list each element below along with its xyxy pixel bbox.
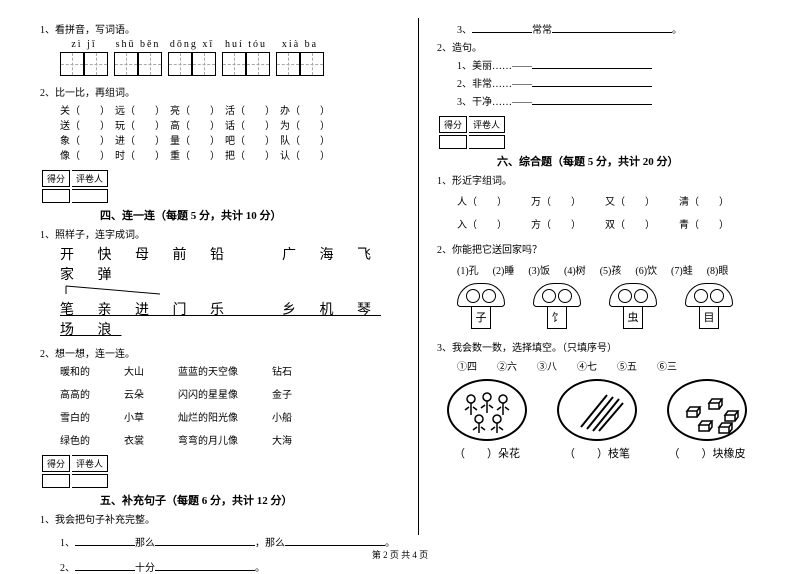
s6-q1: 1、形近字组词。 bbox=[437, 172, 760, 187]
r-l3: 1、美丽……—— bbox=[457, 57, 760, 72]
r-l5: 3、干净……—— bbox=[457, 93, 760, 108]
page-footer: 第 2 页 共 4 页 bbox=[0, 548, 800, 561]
plate-erasers bbox=[667, 379, 747, 441]
s5-line2: 2、十分。 bbox=[60, 559, 400, 574]
score-box-5: 得分评卷人 bbox=[40, 453, 400, 490]
s6-q3: 3、我会数一数，选择填空。（只填序号） bbox=[437, 339, 760, 354]
pinyin-row: zì jǐ shū běn dōng xī huí tóu xià ba bbox=[60, 39, 400, 76]
section-6-title: 六、综合题（每题 5 分，共计 20 分） bbox=[497, 153, 760, 169]
q2-title: 2、比一比，再组词。 bbox=[40, 84, 400, 99]
plate-flowers bbox=[447, 379, 527, 441]
s5-line1: 1、那么，那么。 bbox=[60, 534, 400, 549]
q1-title: 1、看拼音，写词语。 bbox=[40, 21, 400, 36]
s5-q1: 1、我会把句子补充完整。 bbox=[40, 511, 400, 526]
s4-q1: 1、照样子，连字成词。 bbox=[40, 226, 400, 241]
worksheet-page: 1、看拼音，写词语。 zì jǐ shū běn dōng xī huí tóu… bbox=[0, 0, 800, 545]
score-box-6: 得分评卷人 bbox=[437, 114, 760, 151]
section-4-title: 四、连一连（每题 5 分，共计 10 分） bbox=[100, 207, 400, 223]
right-column: 3、常常。 2、造句。 1、美丽……—— 2、非常……—— 3、干净……—— 得… bbox=[427, 18, 770, 535]
word-list: (1)孔(2)睡(3)饭(4)树(5)孩(6)饮(7)蛙(8)眼 bbox=[457, 262, 760, 277]
plate-pencils bbox=[557, 379, 637, 441]
left-column: 1、看拼音，写词语。 zì jǐ shū běn dōng xī huí tóu… bbox=[30, 18, 410, 535]
mushrooms: 子 饣 虫 目 bbox=[457, 283, 760, 329]
r-l2: 2、造句。 bbox=[437, 39, 760, 54]
r-l4: 2、非常……—— bbox=[457, 75, 760, 90]
score-box-4: 得分评卷人 bbox=[40, 168, 400, 205]
section-5-title: 五、补充句子（每题 6 分，共计 12 分） bbox=[100, 492, 400, 508]
plates: （ ）朵花 （ ）枝笔 bbox=[447, 379, 760, 461]
r-line1: 3、常常。 bbox=[457, 21, 760, 36]
s4-q2: 2、想一想，连一连。 bbox=[40, 345, 400, 360]
char-row-1: 开 快 母 前 铅 广 海 飞 家 弹 bbox=[60, 244, 400, 284]
char-row-2: 笔 亲 进 门 乐 乡 机 琴 场 浪 bbox=[60, 299, 400, 339]
s6-q2: 2、你能把它送回家吗？ bbox=[437, 241, 760, 256]
num-list: ①四②六③八④七⑤五⑥三 bbox=[457, 358, 760, 373]
column-divider bbox=[418, 18, 419, 535]
